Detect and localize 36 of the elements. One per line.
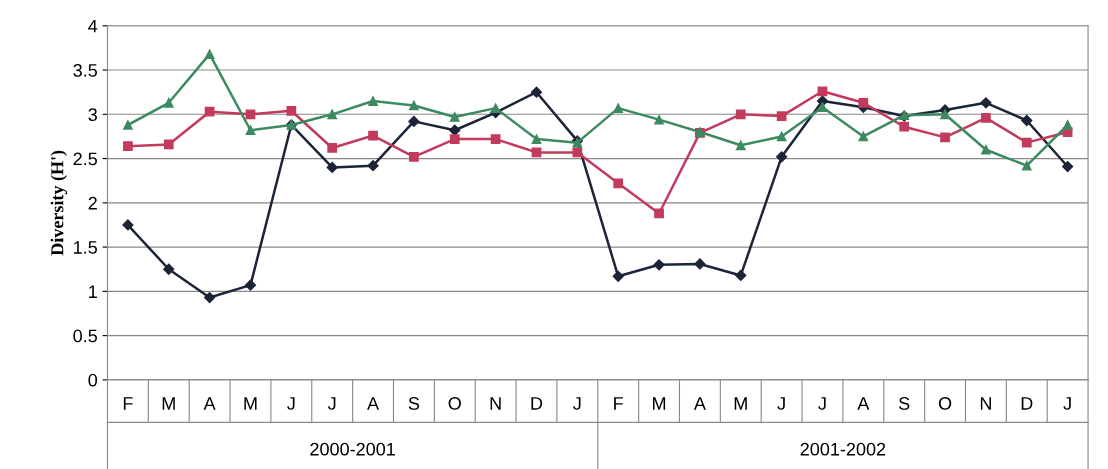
y-tick-label: 1 [89,285,97,298]
y-tick-label: 4 [88,19,98,33]
x-tick-label: A [693,397,706,410]
x-tick-label: O [938,397,952,410]
y-tick-label: 0 [88,373,98,387]
x-tick-label: J [287,397,295,410]
y-tick-label: 3.5 [73,63,97,77]
x-tick-label: J [573,397,581,410]
y-tick-label: 3 [88,108,97,122]
x-tick-label: F [123,397,133,410]
y-tick-label: 2.5 [73,152,97,166]
y-tick-label: 1.5 [74,241,97,254]
x-tick-label: M [734,397,747,410]
y-tick-label: 2 [88,196,97,210]
x-tick-label: J [777,397,785,410]
x-tick-label: S [408,397,420,410]
x-tick-label: A [857,397,870,410]
x-tick-label: A [203,397,216,410]
x-tick-label: S [899,397,910,410]
x-tick-label: N [490,397,501,410]
x-tick-label: D [1021,397,1033,410]
y-axis-title: Diversity (H') [50,150,68,256]
x-tick-label: N [980,397,991,410]
y-tick-label: 0.5 [73,329,97,343]
x-tick-label: J [818,397,826,410]
text: 2000-2001 [310,442,395,456]
text: 2001-2002 [800,442,886,456]
x-tick-label: A [367,397,380,410]
x-tick-label: D [531,397,543,410]
x-tick-label: M [162,397,175,410]
x-tick-label: M [244,397,257,410]
x-tick-label: F [614,397,623,410]
x-tick-label: J [1063,397,1071,410]
x-tick-label: J [327,397,336,410]
x-tick-label: O [448,397,461,410]
x-tick-label: M [653,397,666,410]
